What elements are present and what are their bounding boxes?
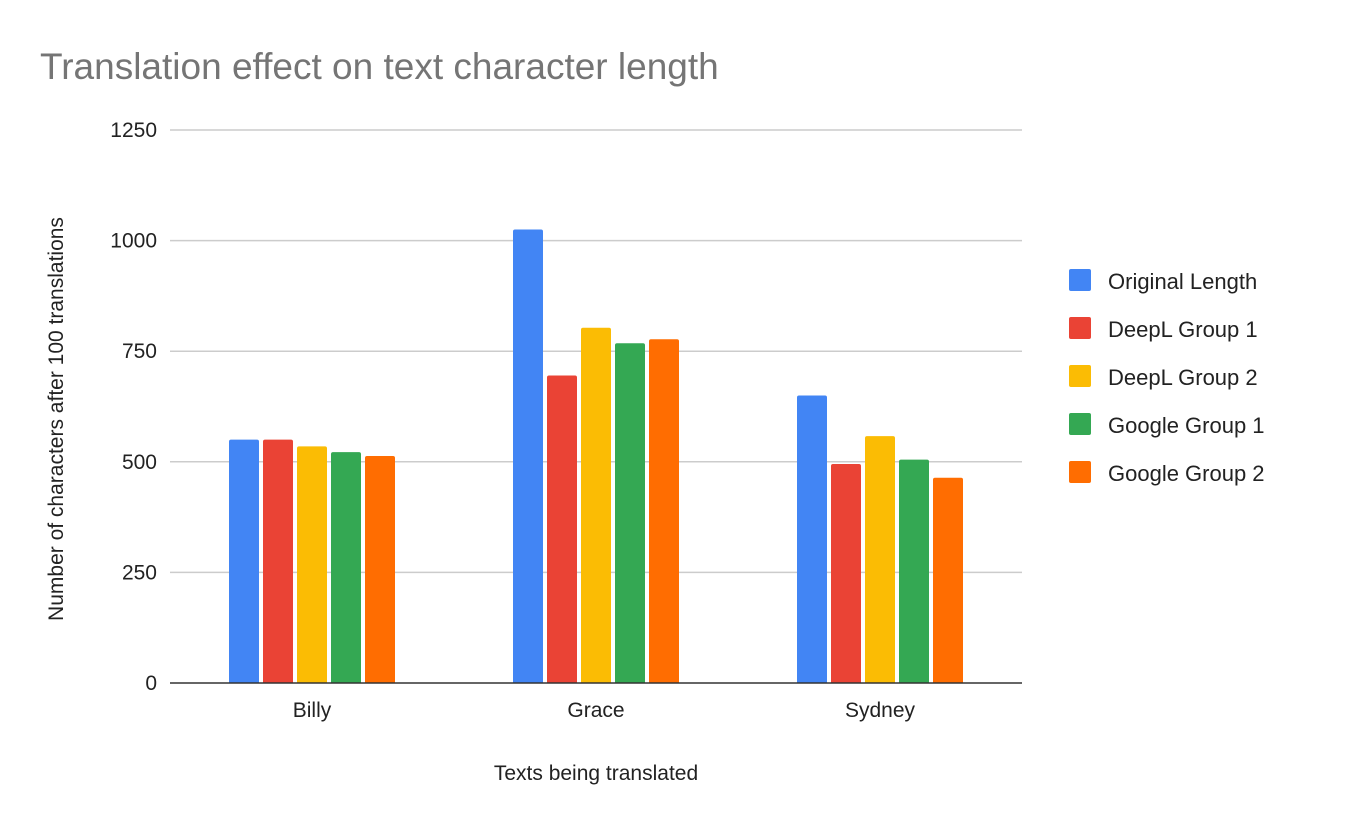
y-tick-label: 250 [122, 561, 157, 584]
legend: Original Length DeepL Group 1 DeepL Group … [1069, 269, 1265, 486]
bar-sydney-original-length [797, 395, 827, 683]
bar-billy-deepl-group-1 [263, 439, 293, 683]
legend-label: DeepL Group 2 [1108, 365, 1258, 390]
legend-swatch [1069, 269, 1091, 291]
y-tick-label: 1250 [110, 119, 157, 142]
legend-swatch [1069, 413, 1091, 435]
legend-swatch [1069, 461, 1091, 483]
x-axis-title: Texts being translated [494, 762, 698, 785]
bar-grace-deepl-group-1 [547, 375, 577, 683]
bar-grace-deepl-group-2 [581, 327, 611, 683]
y-tick-label: 750 [122, 340, 157, 363]
bars [229, 229, 963, 684]
bar-sydney-deepl-group-2 [865, 436, 895, 683]
bar-billy-google-group-1 [331, 452, 361, 683]
legend-label: Google Group 2 [1108, 461, 1265, 486]
y-tick-label: 0 [145, 672, 157, 695]
bar-grace-google-group-1 [615, 343, 645, 683]
bar-billy-google-group-2 [365, 456, 395, 683]
bar-sydney-google-group-1 [899, 459, 929, 683]
legend-label: Original Length [1108, 269, 1257, 294]
bar-billy-original-length [229, 439, 259, 683]
bar-grace-original-length [513, 229, 543, 684]
x-tick-label: Grace [567, 699, 624, 722]
y-tick-label: 1000 [110, 230, 157, 253]
legend-label: DeepL Group 1 [1108, 317, 1258, 342]
y-tick-label: 500 [122, 451, 157, 474]
bar-sydney-google-group-2 [933, 477, 963, 683]
axes: 0 250 500 750 1000 1250 Billy Grace Sydney [110, 119, 1022, 722]
chart-title: Translation effect on text character len… [40, 46, 719, 87]
x-tick-label: Billy [293, 699, 332, 722]
legend-swatch [1069, 317, 1091, 339]
legend-label: Google Group 1 [1108, 413, 1265, 438]
legend-swatch [1069, 365, 1091, 387]
bar-grace-google-group-2 [649, 339, 679, 683]
bar-sydney-deepl-group-1 [831, 464, 861, 683]
x-tick-label: Sydney [845, 699, 916, 722]
y-axis-title: Number of characters after 100 translati… [45, 217, 68, 621]
bar-billy-deepl-group-2 [297, 446, 327, 683]
